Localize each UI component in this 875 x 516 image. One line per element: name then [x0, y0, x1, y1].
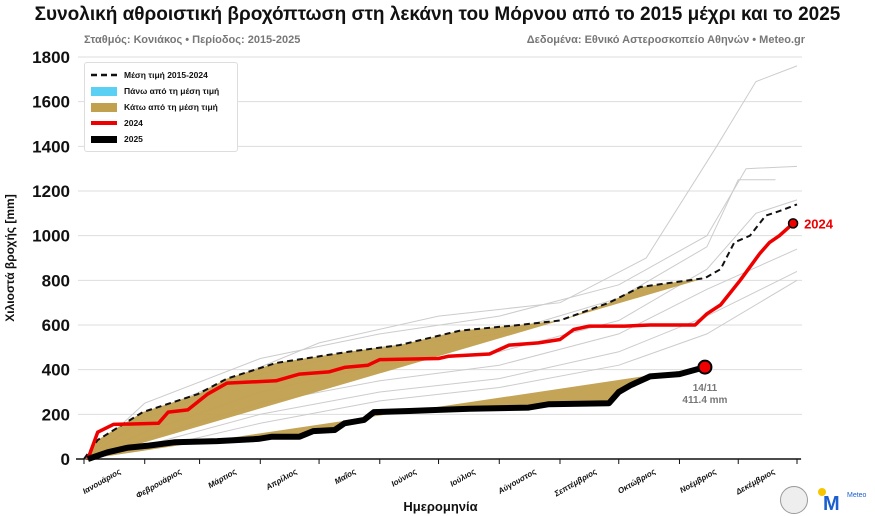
x-tick-label: Ιούλιος — [448, 467, 477, 489]
x-tick-label: Ιούνιος — [390, 467, 419, 489]
y-tick-label: 400 — [42, 361, 70, 380]
chart-subtitle-station: Σταθμός: Κονιάκος • Περίοδος: 2015-2025 — [84, 34, 301, 46]
legend-label: Πάνω από τη μέση τιμή — [124, 86, 220, 96]
label-2025-date: 14/11 — [693, 383, 718, 394]
noa-logo — [780, 486, 808, 514]
legend-label: Κάτω από τη μέση τιμή — [124, 102, 218, 112]
x-tick-label: Απρίλιος — [264, 467, 300, 493]
chart-subtitle-source: Δεδομένα: Εθνικό Αστεροσκοπείο Αθηνών • … — [526, 34, 805, 46]
end-marker-2025 — [697, 359, 713, 375]
legend: Μέση τιμή 2015-2024 Πάνω από τη μέση τιμ… — [84, 62, 238, 152]
x-tick-label: Φεβρουάριος — [134, 467, 183, 501]
legend-label: 2025 — [124, 134, 143, 144]
y-tick-label: 1600 — [32, 93, 70, 112]
legend-item-mean: Μέση τιμή 2015-2024 — [91, 67, 237, 83]
swatch-above — [91, 86, 117, 96]
x-tick-label: Οκτώβριος — [616, 467, 658, 496]
dashed-line-swatch — [91, 73, 117, 77]
legend-item-2024: 2024 — [91, 115, 237, 131]
x-tick-label: Σεπτέμβριος — [552, 467, 599, 499]
swatch-2024 — [91, 121, 117, 125]
mean-line — [83, 203, 798, 460]
y-axis-label: Χιλιοστά βροχής [mm] — [3, 194, 17, 321]
y-tick-label: 1800 — [32, 48, 70, 67]
line-2025 — [86, 364, 706, 462]
legend-item-2025: 2025 — [91, 131, 237, 147]
y-tick-label: 200 — [42, 405, 70, 424]
swatch-below — [91, 102, 117, 112]
y-tick-label: 1400 — [32, 137, 70, 156]
y-tick-label: 600 — [42, 316, 70, 335]
label-2025-value: 411.4 mm — [682, 395, 727, 406]
meteo-logo-text: Meteo — [847, 492, 867, 499]
y-tick-label: 1200 — [32, 182, 70, 201]
y-tick-label: 1000 — [32, 227, 70, 246]
legend-label: Μέση τιμή 2015-2024 — [124, 70, 208, 80]
label-2024: 2024 — [804, 216, 834, 231]
end-marker-2024 — [787, 218, 799, 229]
x-tick-label: Μάρτιος — [207, 467, 239, 491]
x-tick-label: Δεκέμβριος — [734, 467, 778, 497]
x-tick-label: Νοέμβριος — [678, 467, 718, 495]
x-tick-label: Μαΐος — [333, 467, 358, 487]
line-2024 — [86, 222, 795, 460]
legend-label: 2024 — [124, 118, 143, 128]
legend-item-above: Πάνω από τη μέση τιμή — [91, 83, 237, 99]
x-tick-label: Αύγουστος — [496, 467, 539, 497]
swatch-2025 — [91, 135, 117, 143]
y-tick-label: 800 — [42, 271, 70, 290]
legend-item-below: Κάτω από τη μέση τιμή — [91, 99, 237, 115]
x-axis-label: Ημερομηνία — [403, 499, 477, 514]
y-tick-label: 0 — [61, 450, 70, 469]
history-year-line — [83, 270, 798, 460]
below-mean-area — [84, 278, 705, 459]
x-tick-label: Ιανουάριος — [81, 467, 123, 496]
chart-title: Συνολική αθροιστική βροχόπτωση στη λεκάν… — [34, 4, 841, 25]
